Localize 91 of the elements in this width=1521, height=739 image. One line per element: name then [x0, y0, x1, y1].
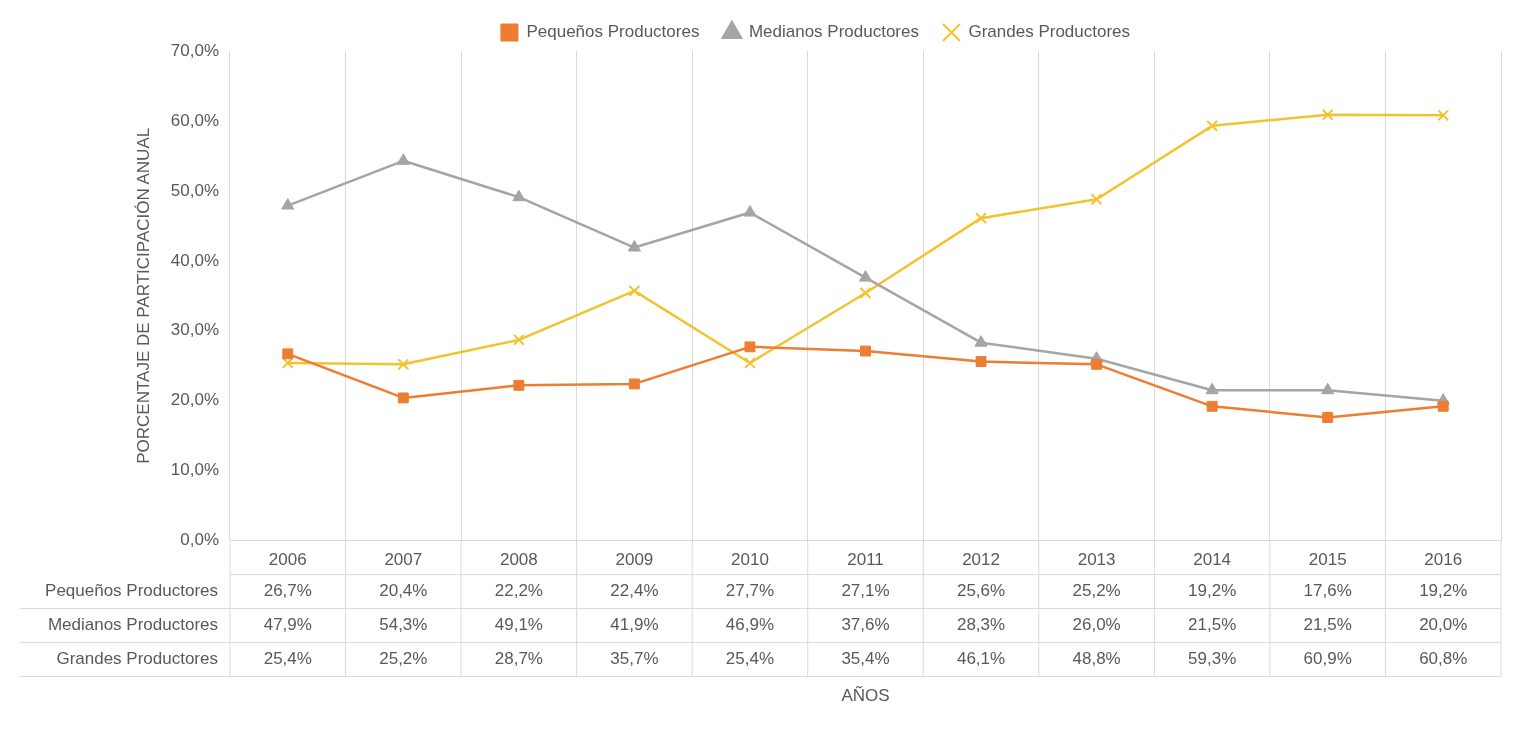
data-label: 35,7%	[610, 649, 659, 669]
point	[1321, 108, 1334, 121]
point	[743, 205, 757, 217]
point	[628, 378, 640, 390]
x-tick-label: 2011	[847, 550, 884, 570]
data-label: 28,3%	[956, 615, 1006, 635]
point	[859, 287, 872, 299]
point	[1437, 109, 1450, 122]
x-tick-label: 2008	[499, 550, 538, 570]
data-label: 46,9%	[725, 615, 775, 635]
point	[628, 284, 641, 297]
point	[860, 345, 871, 357]
data-label: 26,7%	[263, 581, 312, 601]
data-label: 35,4%	[841, 649, 890, 669]
x-tick-label: 2007	[384, 550, 423, 570]
data-label: 26,0%	[1072, 615, 1121, 635]
data-label: 17,6%	[1303, 581, 1352, 601]
point	[1206, 119, 1219, 132]
data-label: 47,9%	[263, 615, 312, 635]
data-label: 49,1%	[494, 615, 543, 635]
y-tick-label: 40,0%	[170, 250, 219, 270]
x-tick-label: 2016	[1424, 550, 1463, 570]
x-tick-label: 2013	[1077, 550, 1116, 570]
legend-label: Medianos Productores	[748, 22, 919, 42]
text: AÑOS	[841, 686, 890, 706]
data-label: 27,1%	[841, 581, 890, 601]
point	[1091, 358, 1103, 370]
y-tick-label: 50,0%	[170, 180, 219, 200]
data-label: 54,3%	[379, 615, 428, 635]
data-label: 59,3%	[1188, 649, 1237, 669]
point	[512, 189, 526, 202]
y-tick-label: 0,0%	[180, 530, 219, 550]
point	[1437, 400, 1449, 412]
data-label: 60,8%	[1419, 649, 1468, 669]
data-label: 60,9%	[1303, 649, 1352, 669]
data-label: 28,7%	[494, 649, 543, 669]
legend-label: Grandes Productores	[968, 22, 1131, 42]
x-tick-label: 2014	[1193, 550, 1232, 570]
point	[975, 356, 987, 367]
point	[396, 153, 410, 165]
data-label: 41,9%	[610, 615, 659, 635]
point	[627, 240, 641, 252]
data-label: 25,6%	[956, 581, 1006, 601]
data-label: 25,2%	[1072, 581, 1121, 601]
y-tick-label: 60,0%	[170, 110, 219, 130]
x-tick-label: 2015	[1308, 550, 1347, 570]
data-label: 20,0%	[1419, 615, 1468, 635]
x-tick-label: 2009	[615, 550, 654, 570]
y-tick-label: 20,0%	[170, 390, 219, 410]
point	[397, 392, 409, 404]
data-label: 25,4%	[725, 649, 775, 669]
point	[513, 379, 525, 391]
point	[281, 357, 294, 369]
data-label: 19,2%	[1419, 581, 1468, 601]
text: Grandes Productores	[56, 649, 218, 669]
data-label: 22,2%	[494, 581, 543, 601]
data-label: 19,2%	[1188, 581, 1237, 601]
point	[397, 358, 410, 371]
data-label: 46,1%	[956, 649, 1006, 669]
y-axis-title: PORCENTAJE DE PARTICIPACIÓN ANUAL	[133, 127, 153, 464]
point	[1321, 382, 1335, 395]
text: Medianos Productores	[47, 615, 218, 635]
y-tick-label: 30,0%	[170, 320, 219, 340]
x-tick-label: 2012	[962, 550, 1000, 570]
point	[282, 348, 294, 360]
data-label: 37,6%	[841, 615, 890, 635]
point	[281, 198, 295, 210]
point	[744, 357, 756, 369]
y-tick-label: 70,0%	[170, 40, 219, 60]
data-label: 25,2%	[379, 649, 428, 669]
data-label: 25,4%	[263, 649, 312, 669]
point	[744, 341, 756, 353]
x-tick-label: 2006	[268, 550, 307, 570]
point	[974, 335, 988, 347]
point	[1205, 382, 1219, 395]
data-label: 21,5%	[1303, 615, 1352, 635]
point	[1090, 193, 1103, 206]
data-label: 27,7%	[725, 581, 775, 601]
legend-label: Pequeños Productores	[526, 22, 700, 42]
data-label: 22,4%	[610, 581, 659, 601]
point	[512, 333, 525, 346]
data-label: 21,5%	[1188, 615, 1237, 635]
point	[975, 212, 987, 225]
point	[858, 270, 873, 282]
data-label: 48,8%	[1072, 649, 1121, 669]
data-label: 20,4%	[379, 581, 428, 601]
text: Pequeños Productores	[45, 581, 218, 601]
x-tick-label: 2010	[731, 550, 769, 570]
y-tick-label: 10,0%	[170, 460, 219, 480]
point	[1206, 400, 1218, 412]
point	[1322, 412, 1334, 423]
